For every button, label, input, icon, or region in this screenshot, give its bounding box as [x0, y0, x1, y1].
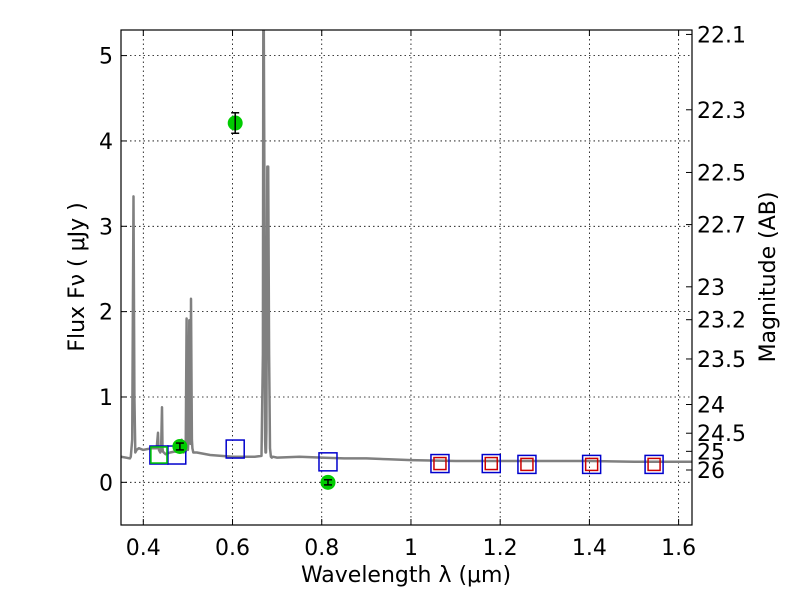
- y2-axis-label: Magnitude (AB): [756, 192, 781, 363]
- green-filter-marker: [150, 446, 168, 464]
- mag-tick-label: 25: [697, 440, 725, 465]
- model-photometry-marker: [581, 454, 602, 475]
- x-tick-label: 1.2: [483, 536, 518, 561]
- y-tick-label: 0: [99, 471, 113, 496]
- model-photometry-marker: [225, 439, 245, 459]
- y-tick-label: 3: [99, 215, 113, 240]
- model-photometry-marker: [481, 453, 502, 474]
- red-filter-marker: [484, 456, 499, 471]
- y-tick-label: 4: [99, 130, 113, 155]
- red-filter-marker: [433, 456, 447, 471]
- mag-tick-label: 24: [697, 393, 725, 418]
- mag-tick-label: 23: [697, 276, 725, 301]
- x-tick-label: 1: [404, 536, 418, 561]
- plot-data: [121, 30, 692, 490]
- red-filter-marker: [584, 457, 599, 472]
- y-tick-label: 2: [99, 301, 113, 326]
- model-photometry-marker: [517, 454, 537, 475]
- plot-frame: [120, 29, 693, 526]
- grid: [121, 30, 692, 525]
- x-tick-label: 1.6: [661, 536, 696, 561]
- ticks: 0.4 0.6 0.8 1 1.2 1.4 1.601234522.122.322.522.…: [99, 23, 746, 561]
- model-photometry-marker: [318, 452, 338, 472]
- mag-tick-label: 23.2: [697, 309, 746, 334]
- model-photometry-marker: [430, 453, 450, 474]
- spectrum-line: [121, 30, 692, 464]
- x-axis-label: Wavelength λ (μm): [301, 563, 511, 588]
- mag-tick-label: 22.3: [697, 99, 746, 124]
- model-photometry-marker: [644, 454, 664, 475]
- y-tick-label: 5: [99, 45, 113, 70]
- x-tick-label: 0.4: [126, 536, 161, 561]
- red-filter-marker: [520, 457, 534, 472]
- mag-tick-label: 22.5: [697, 161, 746, 186]
- mag-tick-label: 24.5: [697, 422, 746, 447]
- mag-tick-label: 22.7: [697, 214, 746, 239]
- mag-tick-label: 23.5: [697, 348, 746, 373]
- x-tick-label: 0.8: [304, 536, 339, 561]
- y-axis-label: Flux Fν ( μJy ): [65, 202, 90, 351]
- red-filter-marker: [647, 457, 661, 472]
- mag-tick-label: 22.1: [697, 23, 746, 48]
- x-tick-label: 1.4: [572, 536, 607, 561]
- x-tick-label: 0.6: [215, 536, 250, 561]
- y-tick-label: 1: [99, 386, 113, 411]
- mag-tick-label: 26: [697, 459, 725, 484]
